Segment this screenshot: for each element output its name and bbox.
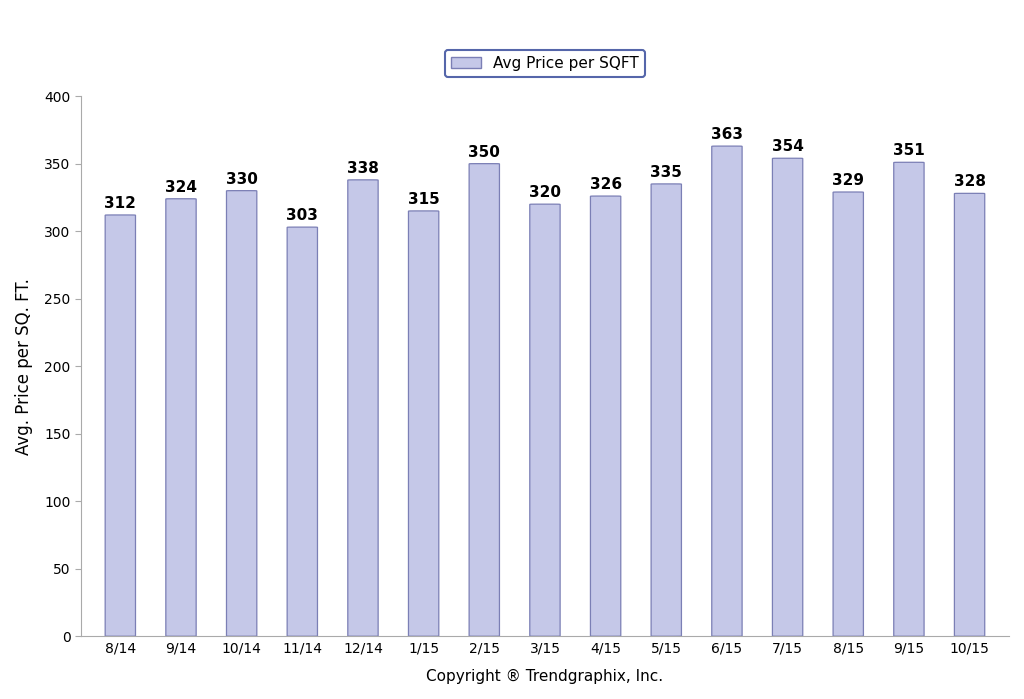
FancyBboxPatch shape [772,158,803,636]
Text: 329: 329 [833,173,864,188]
Text: 326: 326 [590,177,622,192]
FancyBboxPatch shape [954,194,985,636]
FancyBboxPatch shape [834,192,863,636]
FancyBboxPatch shape [529,204,560,636]
FancyBboxPatch shape [469,164,500,636]
Text: 363: 363 [711,127,743,142]
Y-axis label: Avg. Price per SQ. FT.: Avg. Price per SQ. FT. [15,278,33,454]
FancyBboxPatch shape [226,191,257,636]
Text: 335: 335 [650,165,682,180]
Text: 350: 350 [468,145,501,159]
Text: 328: 328 [953,174,985,189]
FancyBboxPatch shape [894,162,924,636]
Text: 351: 351 [893,143,925,158]
FancyBboxPatch shape [105,215,135,636]
X-axis label: Copyright ® Trendgraphix, Inc.: Copyright ® Trendgraphix, Inc. [426,669,664,684]
FancyBboxPatch shape [651,184,681,636]
FancyBboxPatch shape [409,211,439,636]
Text: 303: 303 [287,208,318,223]
FancyBboxPatch shape [348,180,378,636]
Text: 330: 330 [225,171,258,187]
Legend: Avg Price per SQFT: Avg Price per SQFT [444,50,645,77]
Text: 354: 354 [772,139,804,154]
FancyBboxPatch shape [591,196,621,636]
Text: 312: 312 [104,196,136,211]
FancyBboxPatch shape [166,199,197,636]
Text: 338: 338 [347,161,379,176]
Text: 315: 315 [408,192,439,207]
FancyBboxPatch shape [287,227,317,636]
Text: 320: 320 [529,185,561,200]
Text: 324: 324 [165,180,197,195]
FancyBboxPatch shape [712,146,742,636]
